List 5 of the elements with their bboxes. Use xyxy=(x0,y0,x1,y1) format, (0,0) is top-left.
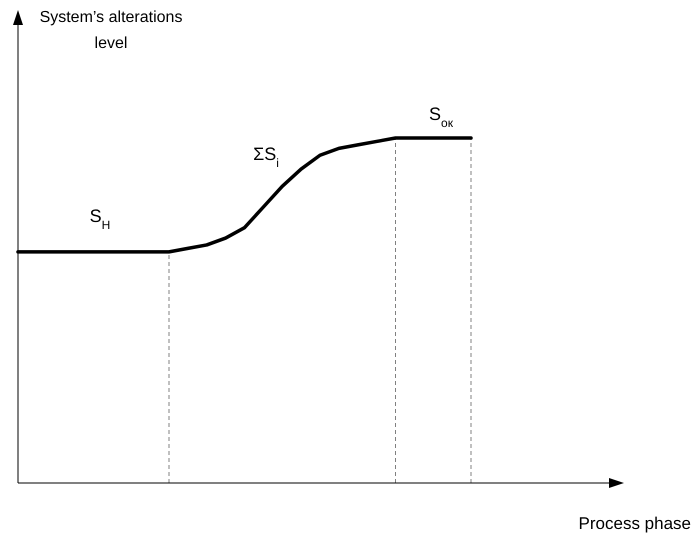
annotation: S$_{Н}$ xyxy=(90,206,110,232)
text: System’s alterations level xyxy=(38,8,184,54)
text: S$_{ок}$ xyxy=(429,104,454,130)
annotation: ΣS$_{i}$ xyxy=(253,144,279,170)
x-axis-title: Process phase xyxy=(578,514,691,534)
